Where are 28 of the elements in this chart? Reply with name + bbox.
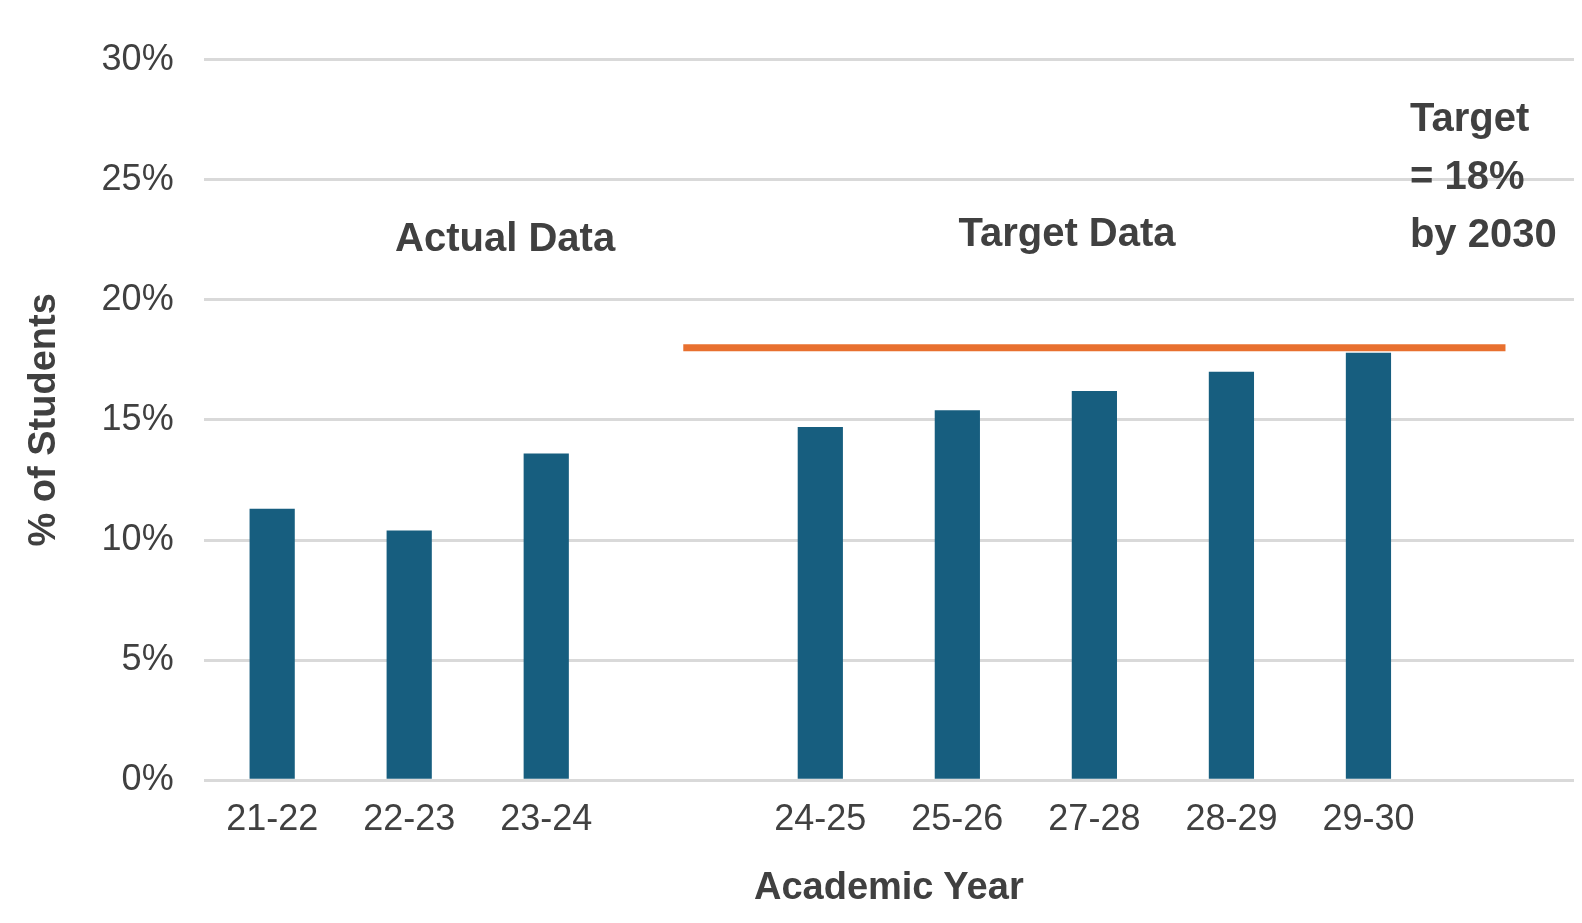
annotation: Actual Data bbox=[395, 214, 616, 259]
x-tick-label: 28-29 bbox=[1185, 796, 1278, 838]
x-axis-title: Academic Year bbox=[753, 864, 1024, 907]
x-tick-label: 22-23 bbox=[363, 796, 456, 838]
bar bbox=[1208, 371, 1255, 779]
y-tick-label: 0% bbox=[121, 757, 174, 799]
x-tick-label: 29-30 bbox=[1322, 796, 1415, 838]
y-tick-label: 20% bbox=[101, 276, 174, 318]
bar bbox=[1071, 391, 1117, 779]
x-tick-label: 23-24 bbox=[500, 796, 593, 838]
x-tick-label: 24-25 bbox=[774, 796, 867, 838]
bar bbox=[386, 530, 432, 779]
bar bbox=[1345, 352, 1392, 779]
annotation: Target Data bbox=[958, 209, 1177, 254]
y-tick-label: 30% bbox=[101, 36, 174, 78]
x-tick-label: 25-26 bbox=[911, 796, 1004, 838]
x-tick-label: 27-28 bbox=[1048, 796, 1141, 838]
bar bbox=[249, 508, 295, 779]
bar bbox=[797, 427, 843, 779]
annotation: Target = 18% by 2030 bbox=[1409, 94, 1557, 255]
y-tick-label: 5% bbox=[121, 637, 174, 679]
y-tick-label: 15% bbox=[101, 396, 174, 438]
bar bbox=[523, 453, 569, 779]
x-tick-label: 21-22 bbox=[226, 796, 319, 838]
bar bbox=[934, 410, 980, 779]
y-tick-label: 10% bbox=[101, 516, 174, 558]
y-axis-title: % of Students bbox=[21, 293, 64, 547]
y-tick-label: 25% bbox=[101, 156, 174, 198]
